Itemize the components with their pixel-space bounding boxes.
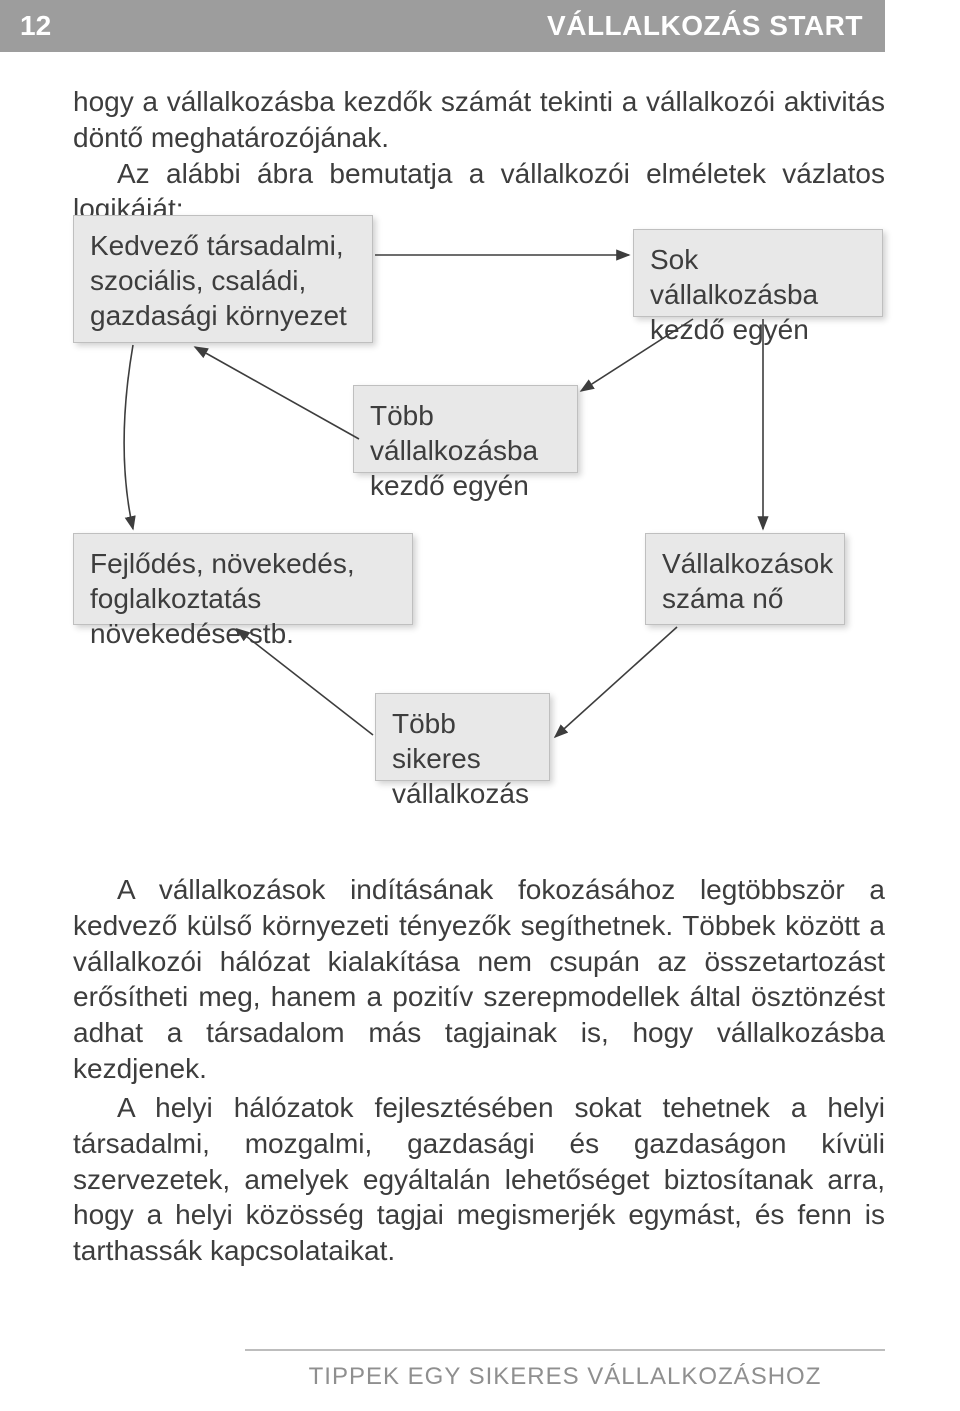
node-count-label: Vállalkozások száma nő (662, 548, 833, 614)
node-env-label: Kedvező társadalmi, szociális, családi, … (90, 230, 347, 331)
node-success-label: Több sikeres vállalkozás (392, 708, 529, 809)
flowchart-diagram: Kedvező társadalmi, szociális, családi, … (73, 215, 885, 855)
node-more-label: Több vállalkozásba kezdő egyén (370, 400, 538, 501)
page-number: 12 (20, 10, 51, 42)
node-growth-label: Fejlődés, növekedés, foglalkoztatás növe… (90, 548, 355, 649)
header-title: VÁLLALKOZÁS START (547, 10, 863, 42)
node-count: Vállalkozások száma nő (645, 533, 845, 625)
header-bar: 12 VÁLLALKOZÁS START (0, 0, 885, 52)
footer-text: TIPPEK EGY SIKERES VÁLLALKOZÁSHOZ (245, 1363, 885, 1391)
page: 12 VÁLLALKOZÁS START hogy a vállalkozásb… (0, 0, 960, 1411)
paragraph-2: A helyi hálózatok fejlesztésében sokat t… (73, 1090, 885, 1269)
node-many: Sok vállalkozásba kezdő egyén (633, 229, 883, 317)
node-success: Több sikeres vállalkozás (375, 693, 550, 781)
footer-rule (245, 1349, 885, 1351)
intro-block: hogy a vállalkozásba kezdők számát tekin… (73, 84, 885, 227)
intro-line: hogy a vállalkozásba kezdők számát tekin… (73, 86, 885, 153)
node-growth: Fejlődés, növekedés, foglalkoztatás növe… (73, 533, 413, 625)
node-more: Több vállalkozásba kezdő egyén (353, 385, 578, 473)
paragraph-1: A vállalkozások indításának fokozásához … (73, 872, 885, 1087)
node-env: Kedvező társadalmi, szociális, családi, … (73, 215, 373, 343)
node-many-label: Sok vállalkozásba kezdő egyén (650, 244, 818, 345)
